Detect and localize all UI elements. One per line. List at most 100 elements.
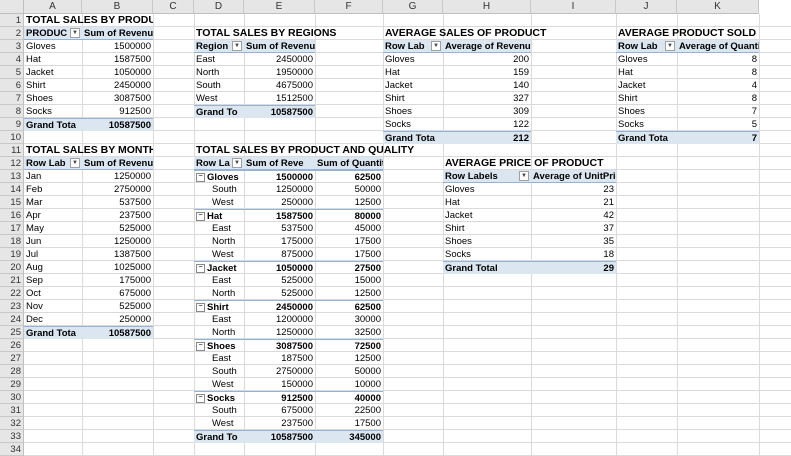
pivot-quantity-value[interactable]: 32500 [354, 327, 381, 338]
pivot-row-label[interactable]: Apr [26, 210, 41, 221]
pivot-row-value[interactable]: 1025000 [114, 262, 151, 273]
row-header-29[interactable]: 29 [0, 378, 24, 391]
pivot-row-value[interactable]: 1387500 [114, 249, 151, 260]
pivot-subrow-label[interactable]: South [194, 365, 244, 378]
filter-dropdown-icon[interactable]: ▼ [70, 158, 80, 168]
pivot-revenue-value[interactable]: 175000 [281, 236, 313, 247]
pivot-subrow-label[interactable]: North [194, 326, 244, 339]
pivot-row-label[interactable]: Jacket [385, 80, 413, 91]
pivot-pq-row-labels-header[interactable]: Row La ▼ [194, 157, 244, 170]
row-header-16[interactable]: 16 [0, 209, 24, 222]
pivot-quantity-value[interactable]: 10000 [354, 379, 381, 390]
pivot-subrow-label[interactable]: East [194, 352, 244, 365]
pivot-quantity-value[interactable]: 72500 [315, 339, 383, 352]
pivot-row-value[interactable]: 8 [751, 67, 757, 78]
pivot-row-label[interactable]: Hat [26, 54, 41, 65]
row-header-18[interactable]: 18 [0, 235, 24, 248]
pivot-row-value[interactable]: 4 [751, 80, 757, 91]
pivot-revenue-value[interactable]: 2450000 [244, 300, 315, 313]
pivot-row-label[interactable]: Nov [26, 301, 43, 312]
row-header-8[interactable]: 8 [0, 105, 24, 118]
pivot-row-label[interactable]: East [196, 54, 216, 65]
pivot-revenue-value[interactable]: 3087500 [244, 339, 315, 352]
pivot-row-label[interactable]: Socks [445, 249, 471, 260]
filter-dropdown-icon[interactable]: ▼ [232, 41, 242, 51]
pivot-revenue-value[interactable]: 537500 [281, 223, 313, 234]
pivot-revenue-value[interactable]: 1050000 [244, 261, 315, 274]
pivot-row-label[interactable]: Oct [26, 288, 41, 299]
pivot-row-label[interactable]: Shirt [385, 93, 405, 104]
pivot-row-value[interactable]: 35 [603, 236, 614, 247]
pivot-row-value[interactable]: 525000 [119, 301, 151, 312]
row-header-6[interactable]: 6 [0, 79, 24, 92]
column-header-i[interactable]: I [531, 0, 616, 14]
pivot-row-value[interactable]: 159 [513, 67, 529, 78]
pivot-subrow-label[interactable]: West [194, 248, 244, 261]
pivot-row-value[interactable]: 2750000 [114, 184, 151, 195]
column-header-d[interactable]: D [194, 0, 244, 14]
pivot-row-value[interactable]: 42 [603, 210, 614, 221]
pivot-row-label[interactable]: Jan [26, 171, 42, 182]
pivot-regions-row-labels-header[interactable]: Region ▼ [194, 40, 244, 53]
pivot-revenue-value[interactable]: 525000 [281, 288, 313, 299]
pivot-row-value[interactable]: 1512500 [276, 93, 313, 104]
pivot-row-value[interactable]: 5 [751, 119, 757, 130]
row-header-19[interactable]: 19 [0, 248, 24, 261]
pivot-row-label[interactable]: Socks [26, 106, 52, 117]
pivot-row-label[interactable]: Shirt [445, 223, 465, 234]
pivot-row-value[interactable]: 525000 [119, 223, 151, 234]
pivot-avg_sales-row-labels-header[interactable]: Row Lab ▼ [383, 40, 443, 53]
row-header-27[interactable]: 27 [0, 352, 24, 365]
pivot-quantity-value[interactable]: 17500 [354, 236, 381, 247]
pivot-row-value[interactable]: 8 [751, 54, 757, 65]
column-header-a[interactable]: A [24, 0, 82, 14]
pivot-row-label[interactable]: Shoes [618, 106, 645, 117]
pivot-row-value[interactable]: 122 [513, 119, 529, 130]
pivot-quantity-value[interactable]: 12500 [354, 353, 381, 364]
pivot-revenue-value[interactable]: 1250000 [276, 327, 313, 338]
pivot-revenue-value[interactable]: 1250000 [276, 184, 313, 195]
pivot-row-label[interactable]: Aug [26, 262, 43, 273]
filter-dropdown-icon[interactable]: ▼ [519, 171, 529, 181]
row-header-32[interactable]: 32 [0, 417, 24, 430]
row-header-15[interactable]: 15 [0, 196, 24, 209]
pivot-row-label[interactable]: South [196, 80, 221, 91]
pivot-row-value[interactable]: 912500 [119, 106, 151, 117]
pivot-row-value[interactable]: 1500000 [114, 41, 151, 52]
pivot-row-label[interactable]: Jacket [618, 80, 646, 91]
pivot-group-row[interactable]: − Socks [194, 391, 244, 404]
pivot-row-label[interactable]: Shirt [618, 93, 638, 104]
row-header-2[interactable]: 2 [0, 27, 24, 40]
pivot-group-row[interactable]: − Shoes [194, 339, 244, 352]
pivot-group-row[interactable]: − Hat [194, 209, 244, 222]
pivot-row-value[interactable]: 2450000 [276, 54, 313, 65]
row-header-31[interactable]: 31 [0, 404, 24, 417]
pivot-revenue-value[interactable]: 675000 [281, 405, 313, 416]
pivot-row-label[interactable]: Gloves [618, 54, 648, 65]
row-header-23[interactable]: 23 [0, 300, 24, 313]
pivot-group-row[interactable]: − Gloves [194, 170, 244, 183]
column-header-h[interactable]: H [443, 0, 531, 14]
pivot-subrow-label[interactable]: South [194, 404, 244, 417]
pivot-row-label[interactable]: Feb [26, 184, 43, 195]
pivot-row-label[interactable]: Jul [26, 249, 39, 260]
pivot-revenue-value[interactable]: 875000 [281, 249, 313, 260]
pivot-row-value[interactable]: 237500 [119, 210, 151, 221]
row-header-9[interactable]: 9 [0, 118, 24, 131]
row-header-7[interactable]: 7 [0, 92, 24, 105]
pivot-subrow-label[interactable]: South [194, 183, 244, 196]
pivot-quantity-value[interactable]: 12500 [354, 197, 381, 208]
column-header-j[interactable]: J [616, 0, 677, 14]
pivot-revenue-value[interactable]: 150000 [281, 379, 313, 390]
pivot-subrow-label[interactable]: West [194, 378, 244, 391]
pivot-row-label[interactable]: Socks [385, 119, 411, 130]
pivot-row-label[interactable]: Shoes [445, 236, 472, 247]
pivot-revenue-value[interactable]: 1587500 [244, 209, 315, 222]
pivot-row-label[interactable]: Gloves [445, 184, 475, 195]
row-header-33[interactable]: 33 [0, 430, 24, 443]
pivot-row-value[interactable]: 3087500 [114, 93, 151, 104]
pivot-quantity-value[interactable]: 30000 [354, 314, 381, 325]
column-header-k[interactable]: K [677, 0, 759, 14]
pivot-subrow-label[interactable]: West [194, 417, 244, 430]
collapse-minus-icon[interactable]: − [196, 263, 205, 273]
